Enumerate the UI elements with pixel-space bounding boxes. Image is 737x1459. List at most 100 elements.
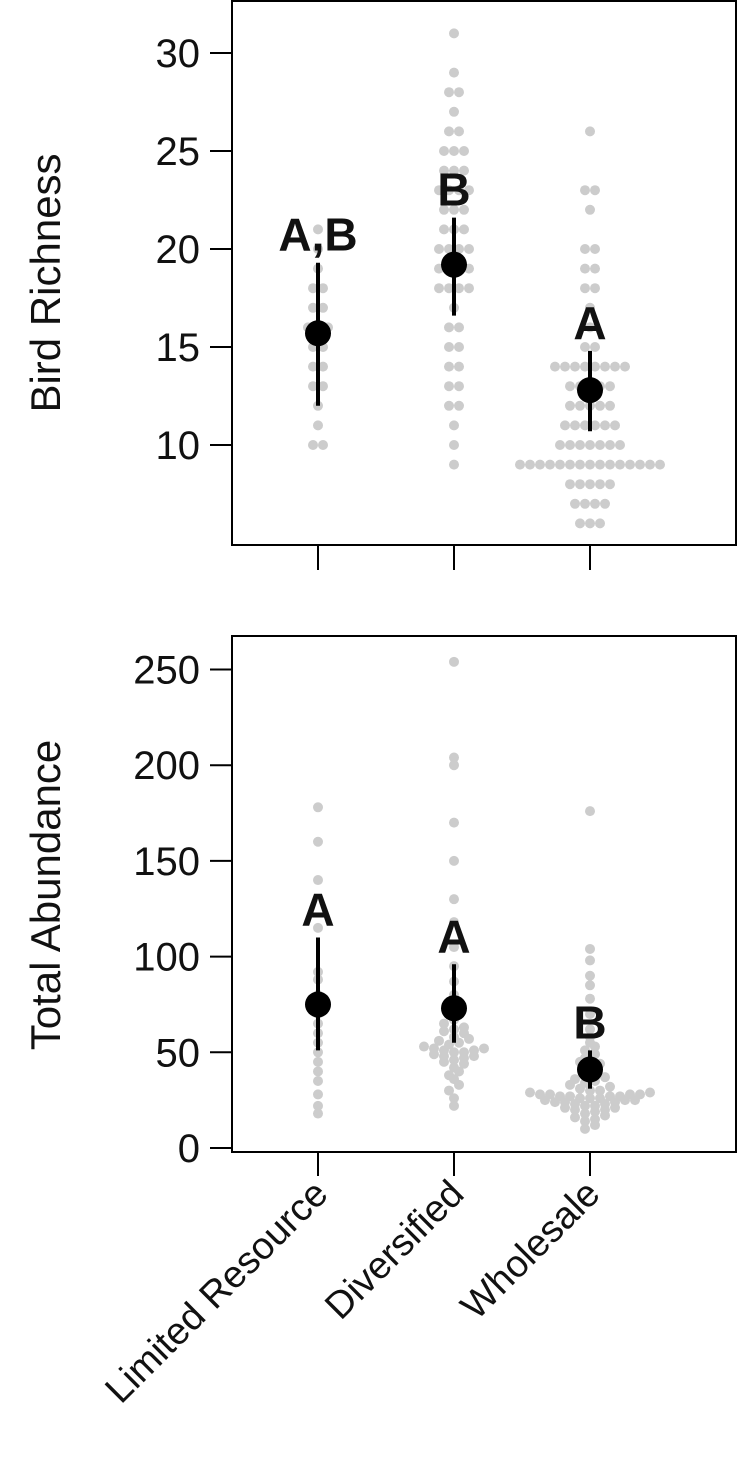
bird-richness-point-diversified xyxy=(444,361,454,372)
bird-richness-point-limited-resource xyxy=(318,381,328,392)
total-abundance-point-limited-resource xyxy=(313,836,323,847)
bird-richness-point-diversified xyxy=(459,224,469,235)
bird-richness-point-wholesale xyxy=(570,420,580,431)
bird-richness-point-wholesale xyxy=(575,459,585,470)
bird-richness-point-wholesale xyxy=(605,479,615,490)
total-abundance-point-diversified xyxy=(449,656,459,667)
total-abundance-point-wholesale xyxy=(585,1093,595,1104)
bird-richness-point-wholesale xyxy=(620,361,630,372)
bird-richness-point-wholesale xyxy=(580,263,590,274)
bird-richness-point-limited-resource xyxy=(318,440,328,450)
bird-richness-point-wholesale xyxy=(580,498,590,509)
bird-richness-point-wholesale xyxy=(590,244,600,254)
bird-richness-point-diversified xyxy=(449,459,459,470)
bird-richness-point-limited-resource xyxy=(313,420,323,431)
total-abundance-point-diversified xyxy=(469,1045,479,1056)
total-abundance-significance-letter-diversified: A xyxy=(437,910,470,962)
bird-richness-point-wholesale xyxy=(580,185,590,196)
total-abundance-point-diversified xyxy=(419,1041,429,1052)
bird-richness-point-wholesale xyxy=(580,361,590,372)
bird-richness-point-limited-resource xyxy=(313,224,323,235)
total-abundance-point-limited-resource xyxy=(313,1108,323,1119)
bird-richness-point-wholesale xyxy=(605,440,615,450)
bird-richness-mean-wholesale xyxy=(577,377,603,404)
total-abundance-significance-letter-limited-resource: A xyxy=(301,883,334,935)
total-abundance-point-wholesale xyxy=(525,1087,535,1098)
bird-richness-significance-letter-diversified: B xyxy=(437,164,470,216)
bird-richness-point-diversified xyxy=(444,87,454,98)
category-label-diversified: Diversified xyxy=(317,1173,472,1328)
bird-richness-point-limited-resource xyxy=(313,244,323,254)
total-abundance-point-wholesale xyxy=(590,1100,600,1111)
total-abundance-point-diversified xyxy=(449,855,459,866)
bird-richness-point-diversified xyxy=(454,244,464,254)
bird-richness-point-wholesale xyxy=(585,126,595,137)
bird-richness-y-tick-label: 10 xyxy=(156,424,201,468)
bird-richness-point-wholesale xyxy=(605,459,615,470)
bird-richness-point-diversified xyxy=(449,106,459,117)
bird-richness-point-wholesale xyxy=(535,459,545,470)
bird-richness-point-wholesale xyxy=(575,479,585,490)
bird-richness-point-diversified xyxy=(444,342,454,352)
bird-richness-point-wholesale xyxy=(515,459,525,470)
total-abundance-point-wholesale xyxy=(585,970,595,981)
total-abundance-ylabel: Total Abundance xyxy=(22,740,69,1051)
bird-richness-point-diversified xyxy=(444,322,454,333)
bird-richness-point-diversified xyxy=(449,165,459,176)
bird-richness-point-wholesale xyxy=(600,420,610,431)
total-abundance-point-wholesale xyxy=(580,1123,590,1134)
bird-richness-point-wholesale xyxy=(580,420,590,431)
total-abundance-point-diversified xyxy=(449,1093,459,1104)
total-abundance-point-diversified xyxy=(449,1100,459,1111)
bird-richness-point-limited-resource xyxy=(308,361,318,372)
bird-richness-point-diversified xyxy=(439,204,449,215)
bird-richness-point-diversified xyxy=(454,361,464,372)
total-abundance-point-wholesale xyxy=(585,1085,595,1096)
bird-richness-point-wholesale xyxy=(555,459,565,470)
bird-richness-point-wholesale xyxy=(590,342,600,352)
bird-richness-point-wholesale xyxy=(575,518,585,529)
bird-richness-point-wholesale xyxy=(595,440,605,450)
bird-richness-ylabel: Bird Richness xyxy=(22,153,69,412)
bird-richness-point-limited-resource xyxy=(308,440,318,450)
total-abundance-point-diversified xyxy=(449,917,459,928)
bird-richness-point-diversified xyxy=(449,420,459,431)
bird-richness-point-diversified xyxy=(454,126,464,137)
total-abundance-point-wholesale xyxy=(585,1009,595,1020)
bird-richness-point-wholesale xyxy=(575,400,585,411)
bird-richness-significance-letter-limited-resource: A,B xyxy=(278,209,357,261)
total-abundance-point-diversified xyxy=(449,894,459,905)
bird-richness-point-wholesale xyxy=(605,381,615,392)
bird-richness-y-tick-label: 20 xyxy=(156,228,201,272)
total-abundance-point-diversified xyxy=(459,1047,469,1058)
total-abundance-point-wholesale xyxy=(625,1089,635,1100)
total-abundance-point-wholesale xyxy=(645,1087,655,1098)
total-abundance-point-limited-resource xyxy=(313,1047,323,1058)
bird-richness-point-wholesale xyxy=(565,381,575,392)
total-abundance-point-wholesale xyxy=(585,955,595,966)
bird-richness-point-diversified xyxy=(444,126,454,137)
bird-richness-point-wholesale xyxy=(615,459,625,470)
bird-richness-point-diversified xyxy=(444,400,454,411)
total-abundance-points xyxy=(313,656,655,1134)
bird-richness-point-wholesale xyxy=(595,400,605,411)
bird-richness-point-diversified xyxy=(434,244,444,254)
total-abundance-point-wholesale xyxy=(615,1091,625,1102)
total-abundance-y-tick-label: 200 xyxy=(133,744,200,788)
total-abundance-mean-limited-resource xyxy=(305,991,331,1018)
bird-richness-point-wholesale xyxy=(605,400,615,411)
bird-richness-point-wholesale xyxy=(590,185,600,196)
bird-richness-significance-letter-wholesale: A xyxy=(573,297,606,349)
total-abundance-point-wholesale xyxy=(635,1089,645,1100)
bird-richness-y-tick-label: 30 xyxy=(156,32,201,76)
total-abundance-point-diversified xyxy=(439,1018,449,1029)
bird-richness-point-wholesale xyxy=(595,459,605,470)
category-label-wholesale: Wholesale xyxy=(453,1173,608,1328)
bird-richness-point-diversified xyxy=(459,146,469,156)
total-abundance-point-wholesale xyxy=(585,993,595,1004)
bird-richness-point-diversified xyxy=(464,185,474,196)
total-abundance-point-wholesale xyxy=(570,1112,580,1123)
total-abundance-point-diversified xyxy=(434,1035,444,1046)
total-abundance-y-tick-label: 150 xyxy=(133,840,200,884)
